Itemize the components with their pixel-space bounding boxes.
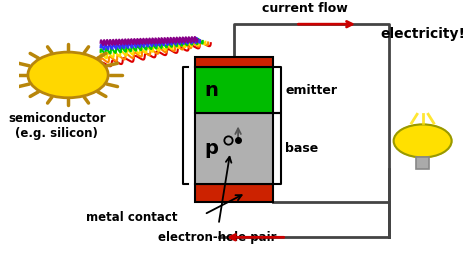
- Text: p: p: [204, 139, 218, 158]
- Bar: [195, 57, 273, 67]
- Text: electricity!: electricity!: [380, 27, 465, 41]
- Text: n: n: [204, 81, 218, 100]
- Bar: [416, 157, 429, 169]
- Text: emitter: emitter: [285, 84, 337, 97]
- Text: current flow: current flow: [262, 3, 347, 16]
- Text: semiconductor
(e.g. silicon): semiconductor (e.g. silicon): [8, 112, 106, 140]
- Circle shape: [393, 124, 452, 157]
- Bar: [195, 113, 273, 184]
- Text: electron-hole pair: electron-hole pair: [158, 231, 277, 244]
- Bar: [195, 67, 273, 113]
- Text: base: base: [285, 142, 319, 155]
- Circle shape: [28, 52, 108, 98]
- Bar: [195, 184, 273, 202]
- Text: metal contact: metal contact: [86, 211, 177, 224]
